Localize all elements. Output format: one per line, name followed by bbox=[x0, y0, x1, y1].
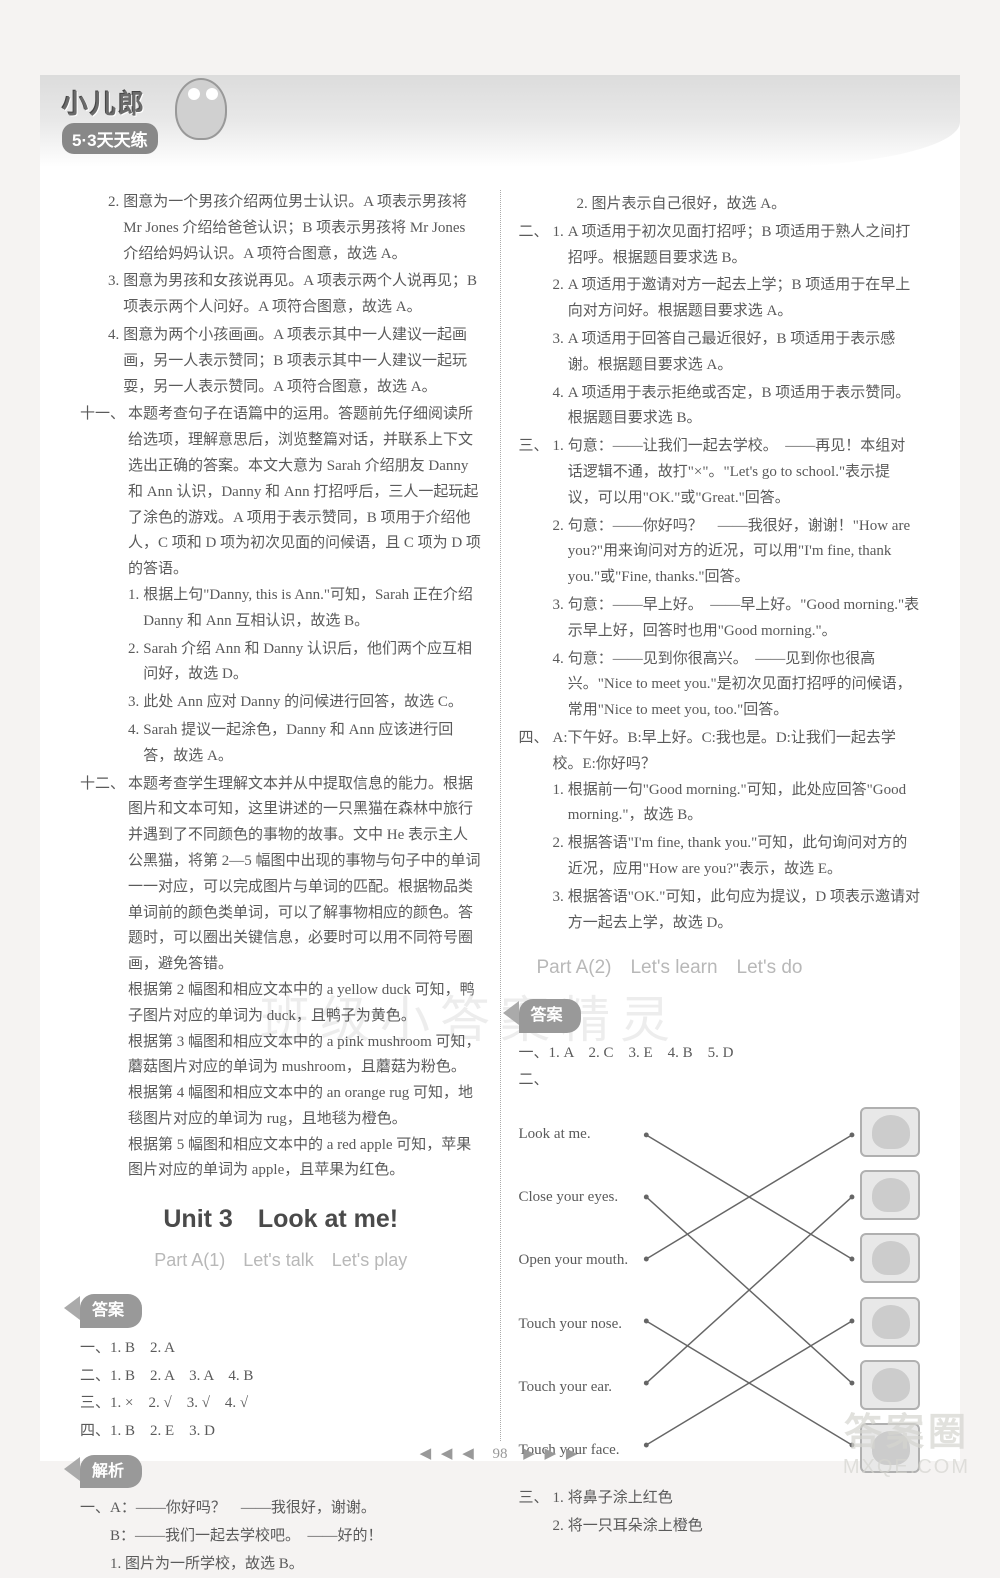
list-item: 1.根据前一句"Good morning."可知，此处应回答"Good morn… bbox=[553, 778, 921, 830]
section-three: 三、 1.句意：——让我们一起去学校。 ——再见！本组对话逻辑不通，故打"×"。… bbox=[519, 434, 921, 726]
match-left-label: Look at me. bbox=[519, 1122, 591, 1148]
answer-line: 三、1. × 2. √ 3. √ 4. √ bbox=[80, 1391, 482, 1417]
section-three-bottom: 三、 1.将鼻子涂上红色 2.将一只耳朵涂上橙色 bbox=[519, 1486, 921, 1542]
section-label: 四、 bbox=[519, 726, 553, 752]
para: 根据第 5 幅图和相应文本中的 a red apple 可知，苹果图片对应的单词… bbox=[128, 1133, 482, 1185]
page-number-value: 98 bbox=[493, 1446, 508, 1462]
list-item: 2.图意为一个男孩介绍两位男士认识。A 项表示男孩将 Mr Jones 介绍给爸… bbox=[80, 190, 482, 267]
list-item: 3.A 项适用于回答自己最近很好，B 项适用于表示感谢。根据题目要求选 A。 bbox=[553, 327, 921, 379]
list-item: 1.A 项适用于初次见面打招呼；B 项适用于熟人之间打招呼。根据题目要求选 B。 bbox=[553, 220, 921, 272]
analysis-line: 1. 图片为一所学校，故选 B。 bbox=[80, 1552, 482, 1578]
section-label: 十一、 bbox=[80, 402, 128, 428]
watermark-bottom: 答案圈 MXQE.COM bbox=[843, 1401, 970, 1479]
match-right-image bbox=[860, 1297, 920, 1347]
list-item: 4.Sarah 提议一起涂色，Danny 和 Ann 应该进行回答，故选 A。 bbox=[128, 718, 482, 770]
section-head: A:下午好。B:早上好。C:我也是。D:让我们一起去学校。E:你好吗？ bbox=[553, 726, 921, 778]
list-item: 4.A 项适用于表示拒绝或否定，B 项适用于表示赞同。根据题目要求选 B。 bbox=[553, 381, 921, 433]
list-item: 3.根据答语"OK."可知，此句应为提议，D 项表示邀请对方一起去上学，故选 D… bbox=[553, 885, 921, 937]
list-item: 4.句意：——见到你很高兴。 ——见到你也很高兴。"Nice to meet y… bbox=[553, 647, 921, 724]
top-line: 2. 图片表示自己很好，故选 A。 bbox=[519, 192, 921, 218]
answer-line: 二、 bbox=[519, 1068, 921, 1094]
arrow-left-icon: ◀ ◀ ◀ bbox=[420, 1446, 477, 1462]
list-item: 3.此处 Ann 应对 Danny 的问候进行回答，故选 C。 bbox=[128, 690, 482, 716]
watermark-url: MXQE.COM bbox=[843, 1456, 970, 1479]
list-item: 1.将鼻子涂上红色 bbox=[553, 1486, 921, 1512]
section-twelve: 十二、 本题考查学生理解文本并从中提取信息的能力。根据图片和文本可知，这里讲述的… bbox=[80, 772, 482, 1185]
list-item: 2.将一只耳朵涂上橙色 bbox=[553, 1514, 921, 1540]
arrow-right-icon: ▶ ▶ ▶ bbox=[523, 1446, 580, 1462]
answers-pill: 答案 bbox=[80, 1294, 142, 1328]
analysis-line: B：——我们一起去学校吧。 ——好的！ bbox=[80, 1524, 482, 1550]
section-label: 三、 bbox=[519, 434, 553, 460]
part-heading: Part A(1) Let's talk Let's play bbox=[80, 1245, 482, 1276]
list-item: 1.句意：——让我们一起去学校。 ——再见！本组对话逻辑不通，故打"×"。"Le… bbox=[553, 434, 921, 511]
unit-heading: Unit 3 Look at me! bbox=[80, 1198, 482, 1241]
content-columns: 2.图意为一个男孩介绍两位男士认识。A 项表示男孩将 Mr Jones 介绍给爸… bbox=[80, 190, 920, 1441]
answer-line: 一、1. B 2. A bbox=[80, 1336, 482, 1362]
answers-pill: 答案 bbox=[519, 999, 581, 1033]
match-right-image bbox=[860, 1233, 920, 1283]
list-item: 2.根据答语"I'm fine, thank you."可知，此句询问对方的近况… bbox=[553, 831, 921, 883]
list-item: 2.Sarah 介绍 Ann 和 Danny 认识后，他们两个应互相问好，故选 … bbox=[128, 637, 482, 689]
para: 根据第 4 幅图和相应文本中的 an orange rug 可知，地毯图片对应的… bbox=[128, 1081, 482, 1133]
right-column: 2. 图片表示自己很好，故选 A。 二、 1.A 项适用于初次见面打招呼；B 项… bbox=[519, 190, 921, 1441]
watermark-text: 答案圈 bbox=[843, 1401, 970, 1456]
part-heading: Part A(2) Let's learn Let's do bbox=[537, 952, 921, 985]
brand-subtitle: 5·3天天练 bbox=[62, 123, 158, 154]
answer-line: 四、1. B 2. E 3. D bbox=[80, 1419, 482, 1445]
section-eleven: 十一、 本题考查句子在语篇中的运用。答题前先仔细阅读所给选项，理解意思后，浏览整… bbox=[80, 402, 482, 771]
items-first-group: 2.图意为一个男孩介绍两位男士认识。A 项表示男孩将 Mr Jones 介绍给爸… bbox=[80, 190, 482, 400]
list-item: 3.句意：——早上好。 ——早上好。"Good morning."表示早上好，回… bbox=[553, 593, 921, 645]
section-label: 三、 bbox=[519, 1486, 553, 1512]
list-item: 2.A 项适用于邀请对方一起去上学；B 项适用于在早上向对方问好。根据题目要求选… bbox=[553, 273, 921, 325]
list-item: 3.图意为男孩和女孩说再见。A 项表示两个人说再见；B 项表示两个人问好。A 项… bbox=[80, 269, 482, 321]
match-left-label: Close your eyes. bbox=[519, 1185, 619, 1211]
answer-line: 一、1. A 2. C 3. E 4. B 5. D bbox=[519, 1041, 921, 1067]
section-two: 二、 1.A 项适用于初次见面打招呼；B 项适用于熟人之间打招呼。根据题目要求选… bbox=[519, 220, 921, 434]
para: 根据第 2 幅图和相应文本中的 a yellow duck 可知，鸭子图片对应的… bbox=[128, 978, 482, 1030]
match-right-image bbox=[860, 1170, 920, 1220]
section-label: 二、 bbox=[519, 220, 553, 246]
list-item: 2.句意：——你好吗？ ——我很好，谢谢！"How are you?"用来询问对… bbox=[553, 514, 921, 591]
mascot-icon bbox=[175, 78, 227, 140]
list-item: 4.图意为两个小孩画画。A 项表示其中一人建议一起画画，另一人表示赞同；B 项表… bbox=[80, 323, 482, 400]
para: 根据第 3 幅图和相应文本中的 a pink mushroom 可知，蘑菇图片对… bbox=[128, 1030, 482, 1082]
answer-line: 二、1. B 2. A 3. A 4. B bbox=[80, 1364, 482, 1390]
analysis-line: 一、A：——你好吗？ ——我很好，谢谢。 bbox=[80, 1496, 482, 1522]
section-label: 十二、 bbox=[80, 772, 128, 798]
match-left-label: Open your mouth. bbox=[519, 1248, 629, 1274]
list-item: 1.根据上句"Danny, this is Ann."可知，Sarah 正在介绍… bbox=[128, 583, 482, 635]
section-four: 四、 A:下午好。B:早上好。C:我也是。D:让我们一起去学校。E:你好吗？ 1… bbox=[519, 726, 921, 938]
section-intro: 本题考查句子在语篇中的运用。答题前先仔细阅读所给选项，理解意思后，浏览整篇对话，… bbox=[128, 402, 482, 583]
match-right-image bbox=[860, 1107, 920, 1157]
match-left-label: Touch your nose. bbox=[519, 1312, 623, 1338]
left-column: 2.图意为一个男孩介绍两位男士认识。A 项表示男孩将 Mr Jones 介绍给爸… bbox=[80, 190, 501, 1441]
section-intro: 本题考查学生理解文本并从中提取信息的能力。根据图片和文本可知，这里讲述的一只黑猫… bbox=[128, 772, 482, 978]
match-left-label: Touch your ear. bbox=[519, 1375, 613, 1401]
